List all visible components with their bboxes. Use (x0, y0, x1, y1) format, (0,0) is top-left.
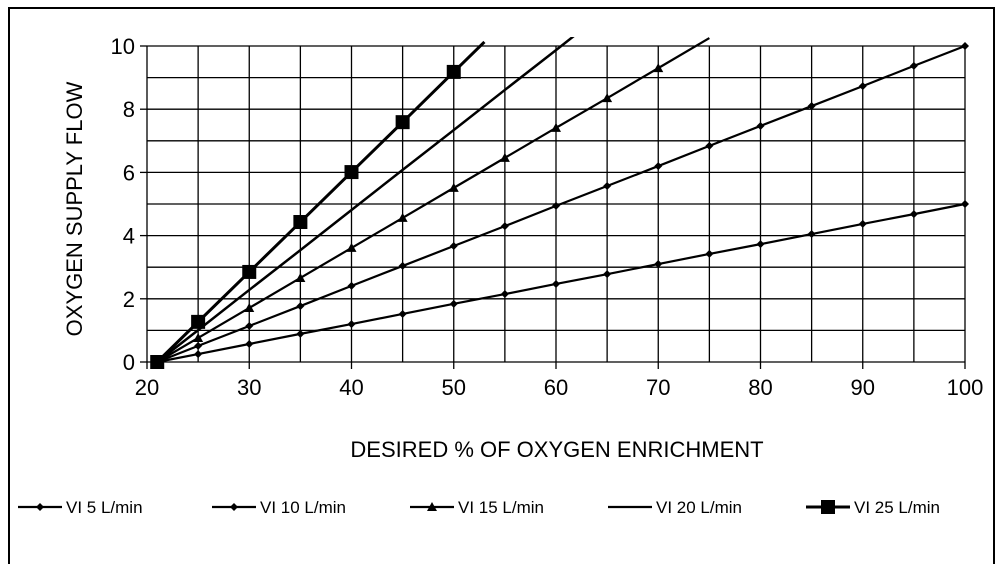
legend-marker (427, 502, 437, 511)
data-point-series-2 (194, 341, 203, 350)
legend-marker (230, 503, 238, 511)
chart-frame: 20 30 40 50 60 70 80 90 100 0 2 4 6 8 10 OXYGEN SUPPLY… (8, 7, 995, 564)
legend-label: VI 15 L/min (458, 498, 544, 517)
data-point-series-3 (551, 122, 561, 132)
x-tick-label: 100 (947, 375, 984, 400)
data-point-series-1 (398, 309, 407, 318)
legend-label: VI 25 L/min (854, 498, 940, 517)
y-axis-title: OXYGEN SUPPLY FLOW (62, 81, 87, 336)
legend-label: VI 20 L/min (656, 498, 742, 517)
legend-label: VI 5 L/min (66, 498, 143, 517)
data-point-series-5 (395, 115, 410, 130)
x-tick-label: 40 (339, 375, 363, 400)
data-point-series-2 (500, 222, 509, 231)
data-point-series-2 (398, 261, 407, 270)
y-tick-label: 6 (123, 160, 135, 185)
data-point-series-1 (756, 240, 765, 249)
legend-item: VI 25 L/min (806, 498, 940, 517)
data-point-series-1 (961, 200, 969, 208)
data-point-series-1 (194, 350, 203, 359)
legend-item: VI 10 L/min (212, 498, 346, 517)
data-point-series-5 (293, 215, 308, 230)
data-point-series-2 (807, 102, 816, 111)
data-point-series-1 (552, 279, 560, 288)
data-point-series-2 (552, 201, 560, 210)
data-point-series-3 (397, 212, 408, 222)
data-point-series-1 (807, 230, 816, 239)
data-point-series-3 (193, 332, 204, 342)
grid (140, 45, 966, 369)
data-point-series-3 (346, 242, 357, 252)
data-point-series-3 (602, 93, 613, 103)
series-line-3 (156, 37, 710, 363)
series-group (156, 37, 966, 364)
x-tick-label: 50 (442, 375, 466, 400)
data-point-series-2 (603, 181, 612, 190)
legend-item: VI 5 L/min (18, 498, 143, 517)
data-point-series-2 (654, 162, 663, 171)
data-point-series-3 (244, 302, 255, 312)
data-point-series-5 (446, 64, 461, 79)
data-point-series-1 (296, 329, 305, 338)
legend-marker (36, 503, 44, 511)
legend-marker (821, 500, 835, 514)
data-point-series-1 (654, 260, 663, 269)
x-tick-label: 80 (748, 375, 772, 400)
data-point-series-2 (961, 42, 969, 50)
y-tick-label: 8 (123, 97, 135, 122)
data-point-series-2 (858, 82, 867, 91)
data-point-series-1 (705, 249, 714, 258)
legend-item: VI 20 L/min (608, 498, 742, 517)
data-point-series-1 (858, 219, 867, 228)
marker-group (150, 42, 969, 369)
x-tick-label: 90 (851, 375, 875, 400)
data-point-series-1 (603, 270, 612, 279)
legend-label: VI 10 L/min (260, 498, 346, 517)
y-tick-label: 4 (123, 224, 135, 249)
series-line-1 (157, 202, 966, 364)
legend: VI 5 L/min VI 10 L/min VI 15 L/min VI 20 L/… (18, 498, 940, 517)
data-point-series-3 (448, 182, 459, 192)
data-point-series-2 (909, 61, 918, 70)
data-point-series-2 (296, 302, 305, 311)
x-tick-label: 70 (646, 375, 670, 400)
data-point-series-1 (245, 339, 254, 348)
y-tick-label: 10 (111, 34, 135, 59)
legend-item: VI 15 L/min (410, 498, 544, 517)
data-point-series-3 (653, 63, 664, 73)
data-point-series-5 (150, 355, 165, 369)
data-point-series-1 (909, 210, 918, 219)
series-line-4 (156, 37, 575, 363)
data-point-series-2 (449, 242, 458, 251)
data-point-series-2 (705, 141, 714, 150)
series-line-5 (156, 40, 486, 364)
x-axis-title: DESIRED % OF OXYGEN ENRICHMENT (350, 437, 763, 462)
oxygen-flow-chart: 20 30 40 50 60 70 80 90 100 0 2 4 6 8 10 OXYGEN SUPPLY… (18, 34, 984, 517)
data-point-series-3 (499, 152, 510, 162)
data-point-series-3 (295, 272, 306, 282)
x-tick-label: 30 (237, 375, 261, 400)
data-point-series-5 (191, 314, 206, 329)
x-tick-label: 60 (544, 375, 568, 400)
data-point-series-1 (500, 290, 509, 299)
data-point-series-5 (344, 165, 359, 180)
tick-labels: 20 30 40 50 60 70 80 90 100 0 2 4 6 8 10 (111, 34, 984, 400)
y-tick-label: 0 (123, 350, 135, 375)
data-point-series-1 (449, 299, 458, 308)
data-point-series-5 (242, 264, 257, 279)
data-point-series-2 (347, 281, 356, 290)
data-point-series-1 (347, 320, 356, 329)
data-point-series-2 (756, 121, 765, 130)
y-tick-label: 2 (123, 287, 135, 312)
x-tick-label: 20 (135, 375, 159, 400)
data-point-series-2 (245, 321, 254, 330)
